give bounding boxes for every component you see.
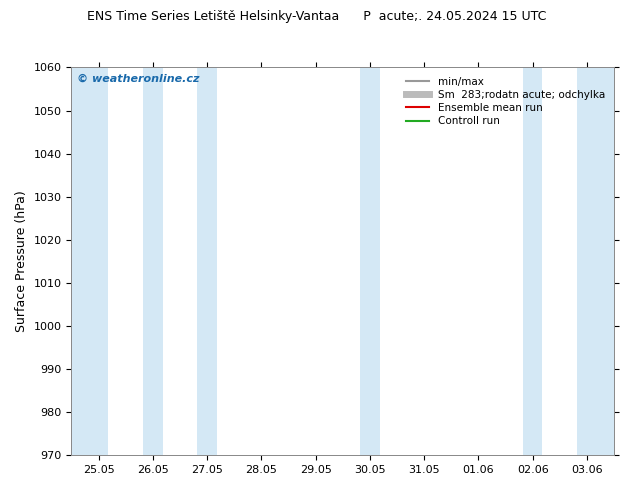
Bar xyxy=(523,68,543,455)
Bar xyxy=(577,68,614,455)
Bar xyxy=(72,68,108,455)
Text: © weatheronline.cz: © weatheronline.cz xyxy=(77,74,199,83)
Text: ENS Time Series Letiště Helsinky-Vantaa      P  acute;. 24.05.2024 15 UTC: ENS Time Series Letiště Helsinky-Vantaa … xyxy=(87,10,547,23)
Y-axis label: Surface Pressure (hPa): Surface Pressure (hPa) xyxy=(15,191,28,332)
Legend: min/max, Sm  283;rodatn acute; odchylka, Ensemble mean run, Controll run: min/max, Sm 283;rodatn acute; odchylka, … xyxy=(402,73,609,130)
Bar xyxy=(197,68,217,455)
Bar xyxy=(143,68,162,455)
Bar xyxy=(360,68,380,455)
